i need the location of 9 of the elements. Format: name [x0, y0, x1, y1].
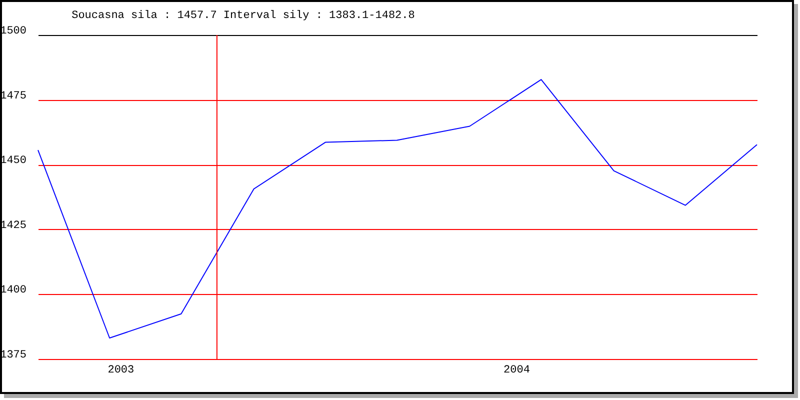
x-tick-label: 2004	[504, 364, 530, 376]
y-tick-label: 1425	[0, 220, 26, 232]
chart-title: Soucasna sila : 1457.7 Interval sily : 1383.1-1482.8	[72, 10, 415, 22]
x-tick-label: 2003	[108, 364, 134, 376]
y-tick-label: 1400	[0, 284, 26, 297]
y-tick-label: 1450	[0, 155, 26, 168]
y-tick-label: 1475	[0, 90, 26, 102]
y-tick-label: 1375	[0, 350, 26, 362]
y-tick-label: 1500	[0, 26, 26, 38]
